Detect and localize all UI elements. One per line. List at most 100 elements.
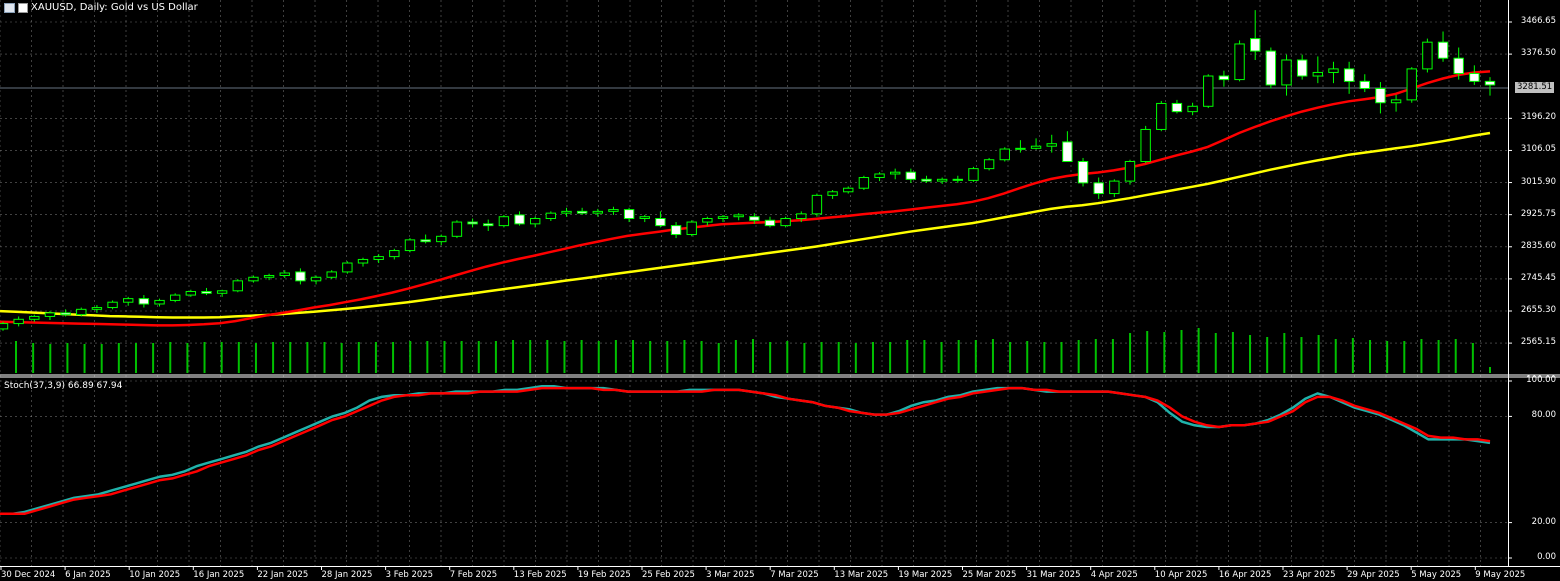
candle	[201, 287, 212, 296]
moving-average-slow	[0, 131, 1491, 319]
candle	[279, 270, 290, 278]
candle	[1171, 99, 1183, 114]
candle	[796, 211, 807, 223]
date-axis-label: 25 Mar 2025	[962, 570, 1017, 580]
candle	[1437, 31, 1449, 62]
candle	[404, 238, 416, 253]
candle	[138, 295, 150, 308]
candle	[874, 172, 885, 182]
candle	[514, 211, 525, 226]
candle	[342, 261, 353, 274]
candle	[467, 218, 478, 228]
price-axis-label: 2745.45	[1520, 272, 1556, 283]
candle	[968, 166, 979, 182]
date-axis-label: 19 Feb 2025	[577, 570, 631, 580]
price-axis-label: 3015.90	[1520, 176, 1556, 187]
price-axis-label: 3106.05	[1520, 144, 1556, 155]
price-axis-label: 2565.15	[1520, 337, 1556, 348]
date-axis-label: 29 Apr 2025	[1347, 570, 1400, 580]
candle	[1156, 100, 1167, 132]
candle	[498, 214, 510, 228]
date-axis-label: 10 Apr 2025	[1154, 570, 1208, 580]
date-axis-label: 22 Jan 2025	[257, 570, 309, 580]
candle	[107, 300, 118, 310]
candle	[576, 207, 588, 215]
candle	[780, 216, 791, 228]
date-axis-label: 16 Jan 2025	[193, 570, 245, 580]
candle	[185, 289, 197, 297]
candle	[1093, 177, 1104, 199]
price-axis-label: 2835.60	[1520, 240, 1556, 251]
candle	[1469, 65, 1480, 85]
candle	[326, 270, 337, 280]
candle	[561, 207, 572, 217]
candle	[483, 219, 494, 231]
candle	[655, 211, 666, 228]
candle	[76, 307, 87, 317]
volume-bars	[15, 328, 1491, 373]
date-axis-label: 7 Mar 2025	[770, 570, 819, 580]
current-price-label: 3281.51	[1515, 82, 1555, 93]
candle	[1124, 159, 1136, 185]
candle	[1234, 40, 1245, 82]
window-icon[interactable]	[4, 2, 15, 13]
candle	[670, 222, 682, 239]
date-axis-label: 25 Feb 2025	[642, 570, 695, 580]
date-axis-label: 30 Dec 2024	[1, 570, 56, 580]
candle	[733, 213, 744, 221]
candle	[436, 234, 447, 246]
stoch-axis-label: 0.00	[1537, 552, 1556, 562]
candle	[1046, 134, 1057, 153]
candle	[686, 220, 697, 237]
stoch-signal-line	[0, 386, 1491, 516]
candle	[91, 305, 103, 313]
candle	[29, 314, 40, 322]
candle	[529, 216, 541, 228]
date-axis-label: 28 Jan 2025	[321, 570, 373, 580]
candle	[1453, 47, 1464, 80]
grid-lines	[0, 0, 1508, 566]
date-axis-label: 19 Mar 2025	[898, 570, 953, 580]
candle	[702, 216, 713, 226]
candle	[1218, 70, 1230, 87]
candle	[890, 168, 901, 180]
price-axis-label: 2655.30	[1520, 305, 1556, 315]
candle	[905, 168, 917, 183]
candle	[1030, 138, 1042, 150]
candle	[1077, 157, 1089, 187]
candle	[169, 293, 181, 303]
stochastic-label: Stoch(37,3,9) 66.89 67.94	[4, 381, 123, 391]
candle	[936, 177, 948, 184]
chart-title: XAUUSD, Daily: Gold vs US Dollar	[31, 2, 198, 13]
price-axis-label: 3196.20	[1520, 112, 1556, 123]
candle	[858, 175, 870, 191]
candle	[1015, 140, 1026, 153]
candle	[357, 257, 369, 267]
candle	[0, 321, 9, 331]
date-axis-label: 31 Mar 2025	[1026, 570, 1081, 580]
chart-type-icon[interactable]	[18, 2, 28, 13]
candle	[717, 214, 729, 223]
candle	[983, 157, 995, 171]
candle	[952, 175, 964, 183]
price-axis-label: 3376.50	[1520, 48, 1556, 59]
candle	[545, 211, 557, 221]
candle	[827, 190, 838, 199]
candle	[1281, 54, 1292, 96]
candle	[1140, 125, 1151, 164]
candle	[295, 268, 306, 285]
candle	[1375, 82, 1386, 114]
candle	[843, 186, 854, 194]
date-axis-label: 5 May 2025	[1411, 570, 1462, 580]
candle	[1406, 67, 1417, 103]
candle	[639, 214, 650, 223]
stoch-axis-label: 100.00	[1526, 375, 1556, 385]
ma-slow-line	[0, 131, 1491, 319]
candle	[1203, 74, 1214, 109]
price-axis-label: 2925.75	[1520, 208, 1556, 219]
date-axis-label: 6 Jan 2025	[65, 570, 111, 580]
candle	[373, 254, 384, 264]
date-axis-label: 13 Feb 2025	[513, 570, 567, 580]
